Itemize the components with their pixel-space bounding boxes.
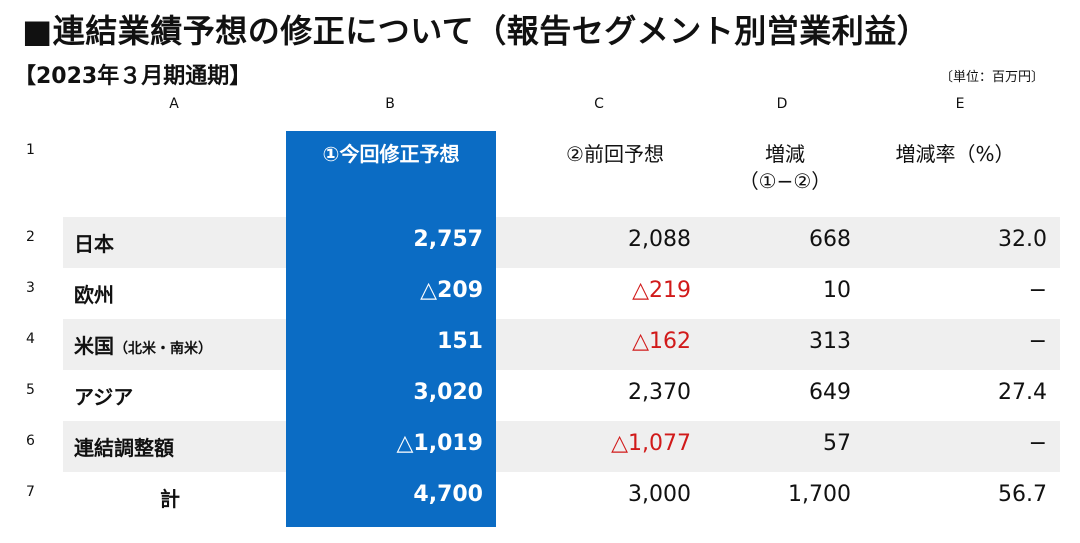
cell-rate-europe: − <box>1028 278 1047 303</box>
cell-change-total: 1,700 <box>788 482 851 507</box>
cell-previous-americas: △162 <box>632 329 691 354</box>
cell-rate-adjustment: − <box>1028 431 1047 456</box>
column-letter-a: A <box>169 96 179 112</box>
header-change-line1: 増減 <box>765 142 805 166</box>
cell-previous-japan: 2,088 <box>628 227 691 252</box>
row-number: 7 <box>26 484 35 500</box>
column-letter-c: C <box>594 96 604 112</box>
row-band-europe <box>63 268 1060 319</box>
header-previous-forecast: ②前回予想 <box>566 142 664 166</box>
column-letter-e: E <box>955 96 965 112</box>
segment-label-adjustment: 連結調整額 <box>74 436 174 460</box>
cell-change-europe: 10 <box>823 278 851 303</box>
row-number: 2 <box>26 229 35 245</box>
cell-change-adjustment: 57 <box>823 431 851 456</box>
unit-note: 〔単位：百万円〕 <box>939 70 1044 85</box>
row-number: 1 <box>26 142 35 158</box>
row-number: 3 <box>26 280 35 296</box>
cell-current-asia: 3,020 <box>413 380 483 405</box>
row-number: 6 <box>26 433 35 449</box>
row-band-americas <box>63 319 1060 370</box>
row-band-japan <box>63 217 1060 268</box>
segment-label-americas-note: （北米・南米） <box>114 341 212 357</box>
cell-current-americas: 151 <box>437 329 483 354</box>
row-band-asia <box>63 370 1060 421</box>
cell-current-total: 4,700 <box>413 482 483 507</box>
cell-current-japan: 2,757 <box>413 227 483 252</box>
cell-previous-asia: 2,370 <box>628 380 691 405</box>
row-number: 5 <box>26 382 35 398</box>
row-number: 4 <box>26 331 35 347</box>
cell-change-asia: 649 <box>809 380 851 405</box>
row-band-adjustment <box>63 421 1060 472</box>
cell-rate-total: 56.7 <box>998 482 1047 507</box>
cell-current-europe: △209 <box>420 278 483 303</box>
cell-previous-adjustment: △1,077 <box>611 431 691 456</box>
row-band-total <box>63 472 1060 523</box>
cell-previous-europe: △219 <box>632 278 691 303</box>
column-letter-b: B <box>385 96 395 112</box>
cell-change-americas: 313 <box>809 329 851 354</box>
segment-label-americas-main: 米国 <box>74 334 114 358</box>
cell-rate-asia: 27.4 <box>998 380 1047 405</box>
page-title: ■連結業績予想の修正について（報告セグメント別営業利益） <box>22 12 930 50</box>
segment-label-total: 計 <box>160 487 180 511</box>
header-change-line2: （①−②） <box>738 169 832 193</box>
cell-rate-japan: 32.0 <box>998 227 1047 252</box>
period-subtitle: 【2023年３月期通期】 <box>14 64 252 89</box>
header-change-rate: 増減率（%） <box>895 142 1015 166</box>
cell-previous-total: 3,000 <box>628 482 691 507</box>
segment-label-asia: アジア <box>74 385 134 409</box>
cell-current-adjustment: △1,019 <box>396 431 483 456</box>
header-change: 増減 （①−②） <box>720 141 850 195</box>
header-current-forecast: ①今回修正予想 <box>322 142 460 166</box>
segment-label-europe: 欧州 <box>74 283 114 307</box>
cell-rate-americas: − <box>1028 329 1047 354</box>
segment-label-japan: 日本 <box>74 232 114 256</box>
segment-label-americas: 米国（北米・南米） <box>74 330 212 359</box>
column-letter-d: D <box>776 96 788 112</box>
highlight-column-b <box>286 131 496 527</box>
cell-change-japan: 668 <box>809 227 851 252</box>
